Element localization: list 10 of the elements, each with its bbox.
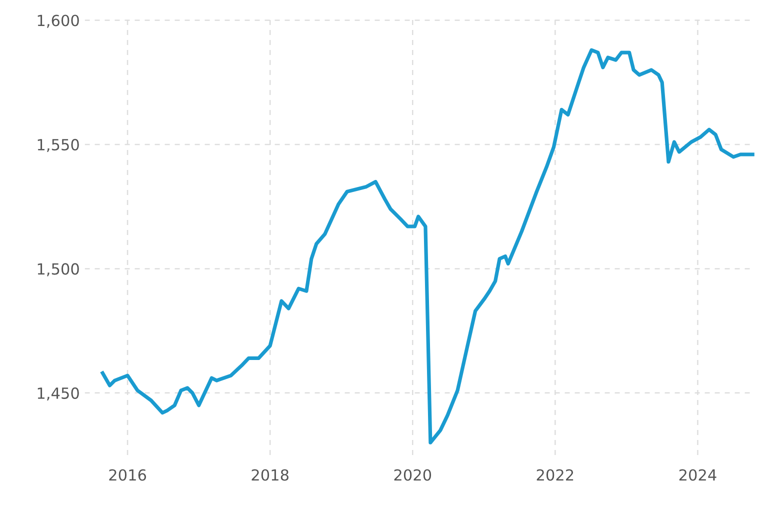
x-tick-label: 2020 <box>394 469 432 481</box>
y-tick-label: 1,550 <box>38 138 79 152</box>
x-tick-label: 2022 <box>536 469 574 481</box>
x-tick-label: 2016 <box>109 469 146 481</box>
x-tick-label: 2024 <box>679 469 716 481</box>
y-tick-label: 1,450 <box>38 387 79 401</box>
line-series <box>100 48 754 444</box>
y-tick-label: 1,500 <box>38 263 79 276</box>
y-tick-label: 1,600 <box>38 14 79 28</box>
x-tick-label: 2018 <box>252 469 288 481</box>
